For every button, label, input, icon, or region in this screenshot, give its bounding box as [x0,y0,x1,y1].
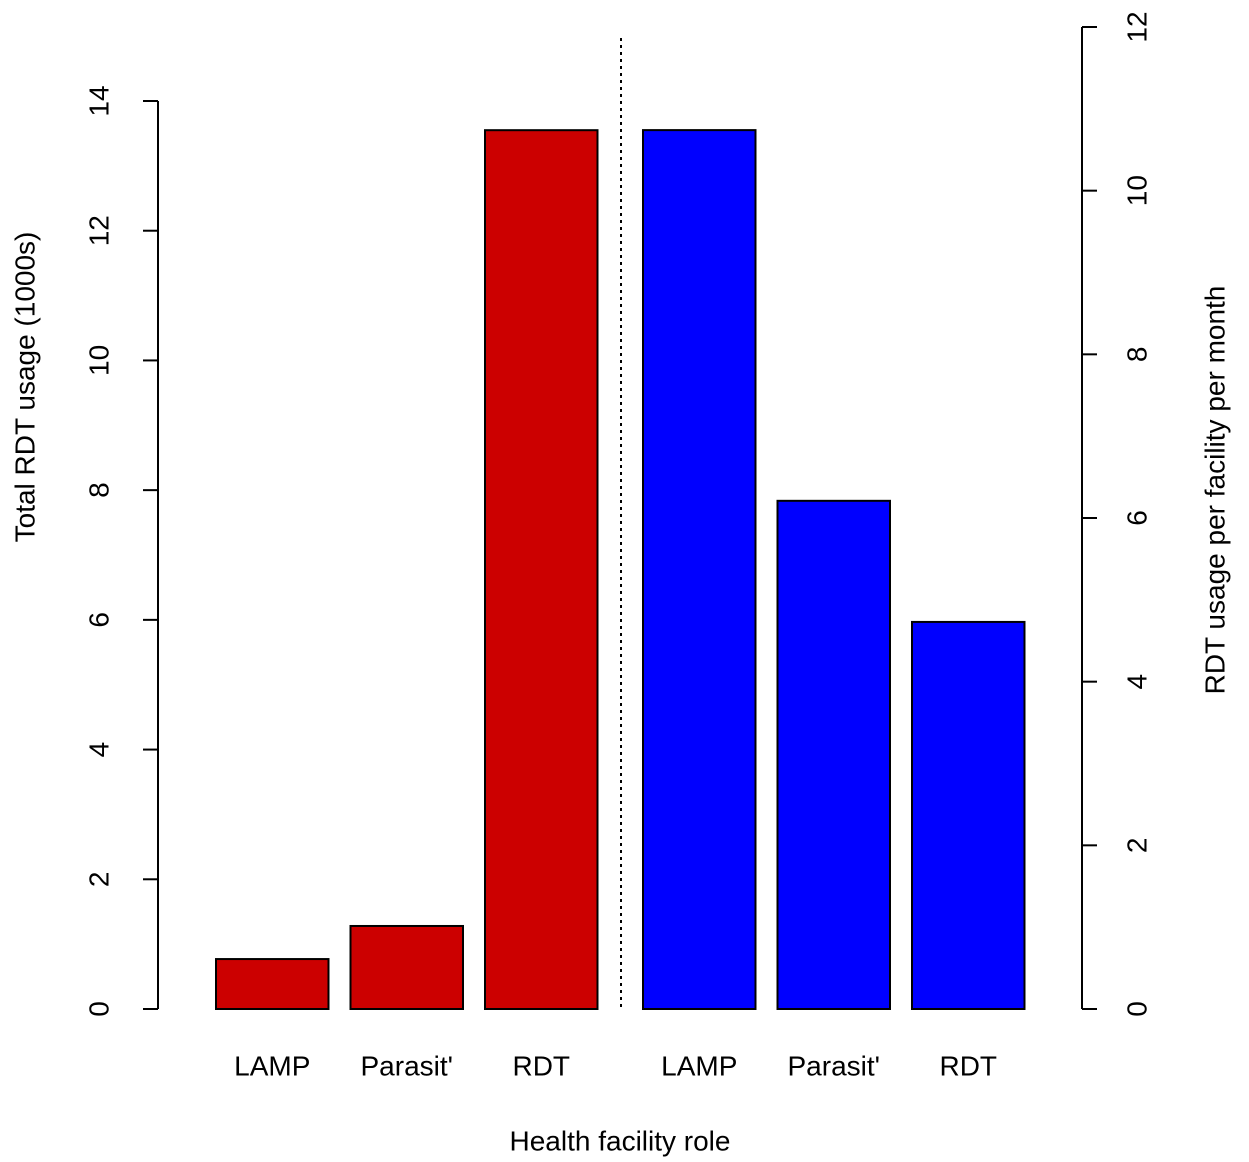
y-tick-label: 12 [83,215,114,246]
y-tick-label: 4 [83,742,114,758]
y2-tick-label: 6 [1121,510,1152,526]
y2-tick-label: 0 [1121,1001,1152,1017]
y-tick-label: 6 [83,612,114,628]
bar [484,129,599,1010]
y2-tick-label: 4 [1121,674,1152,690]
bar [642,129,757,1011]
x-tick-label: RDT [512,1050,570,1081]
bar [215,958,330,1010]
y-tick-label: 10 [83,345,114,376]
y-tick-label: 0 [83,1001,114,1017]
y-tick-label: 8 [83,482,114,498]
y-tick-label: 2 [83,871,114,887]
x-tick-label: LAMP [661,1050,737,1081]
y2-tick-label: 10 [1121,175,1152,206]
bar [776,499,891,1010]
y-axis-label: Total RDT usage (1000s) [9,232,40,543]
bar [349,924,464,1010]
x-tick-label: Parasit' [361,1050,454,1081]
x-axis-label: Health facility role [510,1125,731,1156]
x-tick-label: Parasit' [788,1050,881,1081]
y2-tick-label: 8 [1121,347,1152,363]
y2-axis-label: RDT usage per facility per month [1199,286,1230,695]
bar [911,620,1026,1010]
y-tick-label: 14 [83,85,114,116]
x-tick-label: RDT [939,1050,997,1081]
y2-tick-label: 12 [1121,11,1152,42]
y2-tick-label: 2 [1121,838,1152,854]
x-tick-label: LAMP [234,1050,310,1081]
